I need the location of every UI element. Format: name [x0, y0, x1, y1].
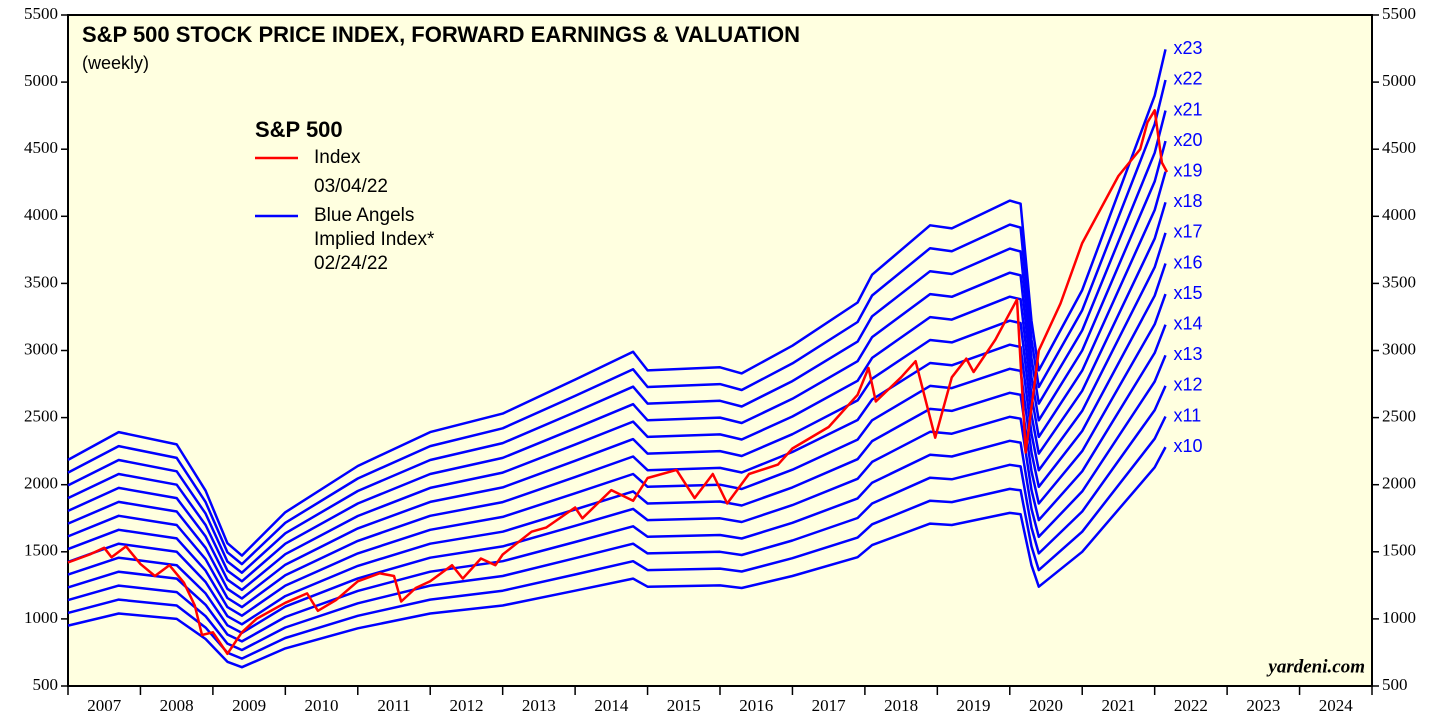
series-label: x16 [1174, 252, 1203, 272]
series-label: x12 [1174, 375, 1203, 395]
y-tick-label: 4000 [24, 205, 58, 224]
series-label: x14 [1174, 313, 1203, 333]
legend-label: Blue Angels [314, 205, 414, 226]
x-tick-label: 2023 [1246, 696, 1280, 715]
y2-tick-label: 5500 [1382, 4, 1416, 23]
y2-tick-label: 4500 [1382, 138, 1416, 157]
x-tick-label: 2020 [1029, 696, 1063, 715]
series-label: x15 [1174, 283, 1203, 303]
y2-tick-label: 3000 [1382, 339, 1416, 358]
x-tick-label: 2007 [87, 696, 122, 715]
x-tick-label: 2009 [232, 696, 266, 715]
legend-label: Index [314, 147, 361, 168]
blue-angel-line [67, 49, 1167, 557]
y-tick-label: 1500 [24, 541, 58, 560]
y2-tick-label: 2500 [1382, 407, 1416, 426]
blue-angel-line [67, 110, 1167, 574]
x-tick-label: 2024 [1319, 696, 1354, 715]
y2-tick-label: 1500 [1382, 541, 1416, 560]
blue-angel-line [67, 171, 1167, 592]
chart-title: S&P 500 STOCK PRICE INDEX, FORWARD EARNI… [82, 22, 800, 47]
y-tick-label: 5000 [24, 71, 58, 90]
blue-angel-line [67, 415, 1167, 660]
y2-tick-label: 500 [1382, 675, 1408, 694]
y-tick-label: 3000 [24, 339, 58, 358]
y-tick-label: 2000 [24, 474, 58, 493]
x-tick-label: 2021 [1101, 696, 1135, 715]
x-tick-label: 2022 [1174, 696, 1208, 715]
series-label: x21 [1174, 99, 1203, 119]
blue-angel-line [67, 446, 1167, 669]
y-tick-label: 500 [33, 675, 59, 694]
y2-tick-label: 2000 [1382, 474, 1416, 493]
series-label: x13 [1174, 344, 1203, 364]
y2-tick-label: 5000 [1382, 71, 1416, 90]
blue-angel-line [67, 324, 1167, 635]
index-line [67, 109, 1169, 656]
series-label: x23 [1174, 38, 1203, 58]
y-tick-label: 3500 [24, 272, 58, 291]
chart-subtitle: (weekly) [82, 53, 149, 73]
series-label: x20 [1174, 130, 1203, 150]
y-tick-label: 5500 [24, 4, 58, 23]
x-tick-label: 2011 [377, 696, 410, 715]
y-tick-label: 4500 [24, 138, 58, 157]
x-tick-label: 2016 [739, 696, 773, 715]
blue-angel-line [67, 293, 1167, 626]
x-tick-label: 2010 [305, 696, 339, 715]
y2-tick-label: 3500 [1382, 272, 1416, 291]
blue-angel-line [67, 263, 1167, 617]
y-tick-label: 2500 [24, 407, 58, 426]
x-tick-label: 2008 [160, 696, 194, 715]
series-label: x18 [1174, 191, 1203, 211]
x-tick-label: 2012 [449, 696, 483, 715]
x-tick-label: 2017 [812, 696, 847, 715]
blue-angel-line [67, 232, 1167, 609]
x-tick-label: 2015 [667, 696, 701, 715]
x-tick-label: 2014 [594, 696, 629, 715]
y-tick-label: 1000 [24, 608, 58, 627]
series-label: x11 [1174, 405, 1202, 425]
blue-angel-line [67, 79, 1167, 566]
blue-angel-line [67, 201, 1167, 600]
legend-label: Implied Index* [314, 229, 435, 250]
legend-date: 03/04/22 [314, 176, 388, 197]
x-tick-label: 2019 [957, 696, 991, 715]
source: yardeni.com [1266, 656, 1365, 677]
y2-tick-label: 4000 [1382, 205, 1416, 224]
blue-angel-line [67, 140, 1167, 583]
legend-date: 02/24/22 [314, 253, 388, 274]
series-label: x22 [1174, 69, 1203, 89]
series-label: x17 [1174, 222, 1203, 242]
x-tick-label: 2018 [884, 696, 918, 715]
x-tick-label: 2013 [522, 696, 556, 715]
legend-title: S&P 500 [255, 117, 343, 142]
series-label: x19 [1174, 160, 1203, 180]
y2-tick-label: 1000 [1382, 608, 1416, 627]
series-label: x10 [1174, 436, 1203, 456]
blue-angel-line [67, 354, 1167, 643]
